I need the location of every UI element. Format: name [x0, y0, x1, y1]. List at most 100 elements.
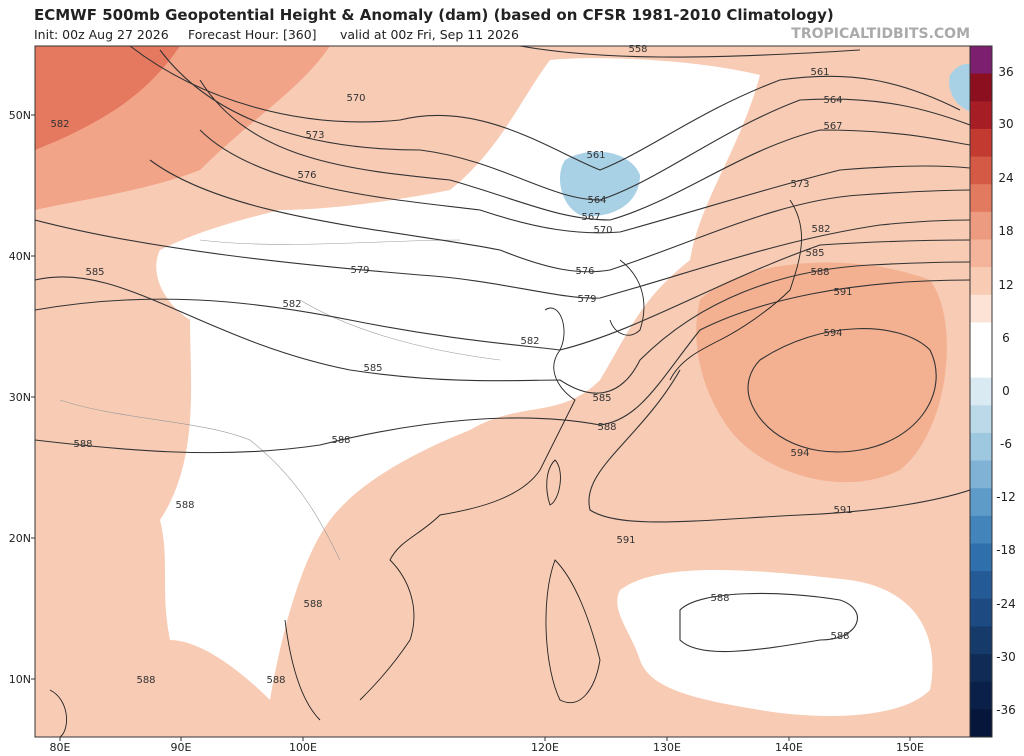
contour — [199, 129, 970, 234]
contour-label: 588 — [710, 593, 729, 604]
contour-label: 570 — [346, 93, 365, 104]
title: ECMWF 500mb Geopotential Height & Anomal… — [34, 6, 834, 24]
contour — [747, 328, 937, 453]
colorbar-tick: -24 — [996, 597, 1016, 611]
colorbar-tick: 6 — [1002, 331, 1010, 345]
contour — [129, 46, 961, 171]
colorbar-tick: -18 — [996, 543, 1016, 557]
lat-label: 20N — [9, 532, 31, 545]
map: 558 561 564 567 570 573 576 579 582 582 … — [34, 44, 971, 738]
contour-label: 582 — [50, 119, 69, 130]
lon-label: 100E — [289, 741, 317, 754]
contour-label: 588 — [266, 675, 285, 686]
contour — [149, 159, 970, 273]
contour — [35, 261, 970, 394]
contour-label: 576 — [575, 266, 594, 277]
lon-label: 130E — [653, 741, 681, 754]
colorbar: 36 30 24 18 12 6 0 -6 -12 -18 -24 -30 -36 — [969, 45, 1016, 738]
contour — [199, 79, 970, 221]
contour — [35, 239, 970, 351]
contour-label: 588 — [136, 675, 155, 686]
contour-label: 591 — [616, 535, 635, 546]
contour-label: 561 — [586, 150, 605, 161]
contour-label: 588 — [830, 631, 849, 642]
colorbar-tick: 36 — [998, 65, 1013, 79]
colorbar-bin — [970, 73, 992, 102]
colorbar-bin — [970, 598, 992, 627]
contour-label: 585 — [363, 363, 382, 374]
colorbar-bin — [970, 239, 992, 268]
colorbar-bin — [970, 101, 992, 130]
contour — [159, 49, 970, 201]
contour — [588, 369, 970, 523]
colorbar-bin — [970, 654, 992, 683]
colorbar-bin — [970, 350, 992, 379]
contour — [35, 279, 970, 454]
colorbar-bin — [970, 432, 992, 462]
lon-label: 90E — [171, 741, 192, 754]
colorbar-bin — [970, 156, 992, 185]
contour-label: 558 — [628, 44, 647, 55]
lat-label: 30N — [9, 391, 31, 404]
colorbar-bin — [970, 184, 992, 213]
axes: 50N 40N 30N 20N 10N 80E 90E 100E 120E 130E 140E 150… — [9, 109, 924, 754]
contour — [679, 592, 858, 653]
contour-label: 567 — [823, 121, 842, 132]
anomaly-warm-2 — [696, 262, 947, 483]
colorbar-tick: -30 — [996, 650, 1016, 664]
colorbar-bin — [970, 377, 992, 406]
contour-label: 591 — [833, 505, 852, 516]
forecast-hour: Forecast Hour: [360] — [188, 27, 317, 42]
contour-label: 594 — [823, 328, 842, 339]
coastline — [49, 619, 321, 737]
contour-label: 582 — [520, 336, 539, 347]
colorbar-tick: 12 — [998, 278, 1013, 292]
coastline — [669, 199, 802, 381]
borders — [59, 239, 501, 561]
colorbar-bin — [970, 681, 992, 710]
coastline — [545, 559, 601, 703]
colorbar-bin — [970, 488, 992, 517]
lat-label: 10N — [9, 673, 31, 686]
colorbar-bin — [970, 709, 992, 738]
colorbar-bin — [970, 322, 992, 351]
contour — [519, 46, 861, 58]
colorbar-tick: 0 — [1002, 384, 1010, 398]
valid-time: valid at 00z Fri, Sep 11 2026 — [340, 27, 519, 42]
contour-label: 573 — [790, 179, 809, 190]
coastline — [546, 459, 561, 506]
contour-label: 588 — [303, 599, 322, 610]
contour-label: 582 — [282, 299, 301, 310]
colorbar-bin — [970, 46, 992, 75]
contour-label: 564 — [587, 195, 606, 206]
contour-label: 564 — [823, 95, 842, 106]
anomaly-neutral-2 — [617, 570, 933, 716]
colorbar-bin — [970, 128, 992, 158]
contour-label: 588 — [810, 267, 829, 278]
colorbar-frame — [969, 45, 993, 738]
contour-label: 588 — [331, 435, 350, 446]
contour-label: 585 — [85, 267, 104, 278]
lon-label: 140E — [775, 741, 803, 754]
lon-label: 80E — [50, 741, 71, 754]
lon-label: 120E — [531, 741, 559, 754]
contour-label: 582 — [811, 224, 830, 235]
init: Init: 00z Aug 27 2026 — [34, 27, 169, 42]
colorbar-bin — [970, 405, 992, 434]
contour-label: 570 — [593, 225, 612, 236]
colorbar-bin — [970, 515, 992, 545]
lat-label: 50N — [9, 109, 31, 122]
colorbar-tick: 30 — [998, 117, 1013, 131]
contour-label: 588 — [73, 439, 92, 450]
lon-label: 150E — [896, 741, 924, 754]
anomaly-cold-2 — [949, 63, 970, 112]
colorbar-tick: -12 — [996, 490, 1016, 504]
colorbar-tick: -36 — [996, 703, 1016, 717]
colorbar-bin — [970, 267, 992, 296]
colorbar-bin — [970, 211, 992, 240]
contour-label: 585 — [592, 393, 611, 404]
contour-label: 588 — [175, 500, 194, 511]
contour-label: 594 — [790, 448, 809, 459]
contour-label: 591 — [833, 287, 852, 298]
